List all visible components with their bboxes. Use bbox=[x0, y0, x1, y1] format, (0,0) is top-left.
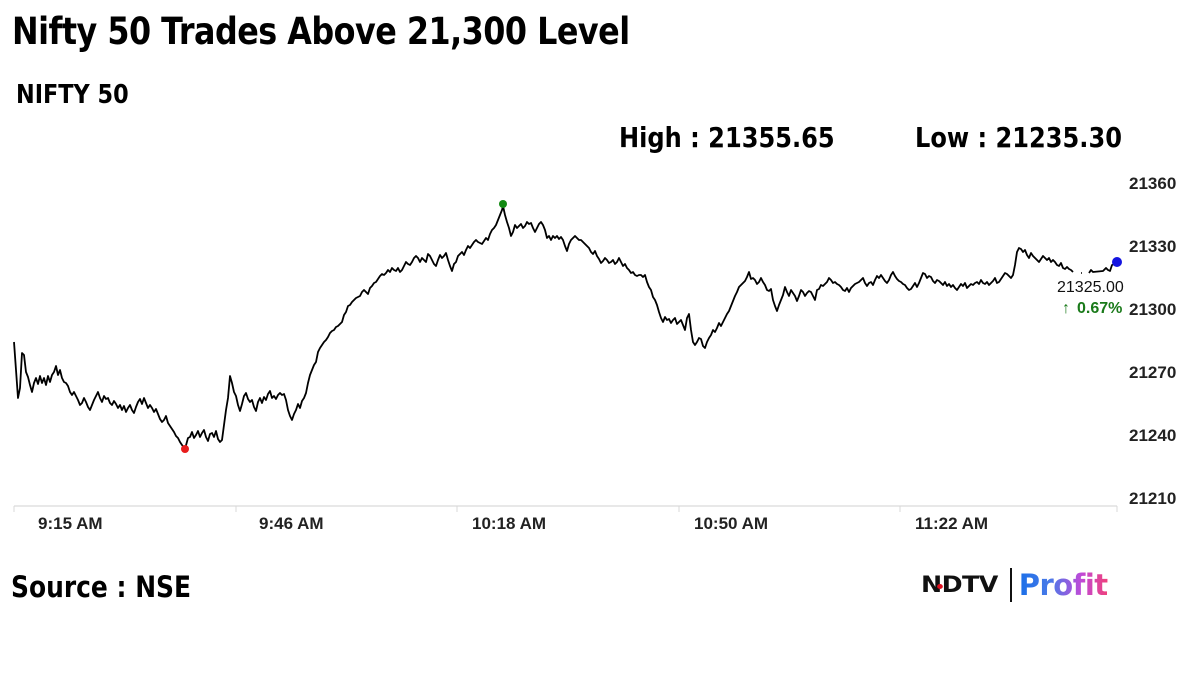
x-tick-label: 9:15 AM bbox=[38, 514, 103, 533]
high-marker bbox=[499, 200, 507, 208]
chart-subtitle: NIFTY 50 bbox=[16, 80, 129, 110]
last-change-label: ↑ 0.67% bbox=[1062, 300, 1122, 317]
arrow-up-icon: ↑ bbox=[1062, 300, 1070, 317]
x-tick-label: 10:50 AM bbox=[694, 514, 768, 533]
source-label: Source : NSE bbox=[11, 570, 192, 604]
x-tick-label: 11:22 AM bbox=[915, 514, 988, 533]
ndtv-profit-logo: NDTV Profit bbox=[921, 567, 1108, 603]
change-percent: 0.67% bbox=[1077, 300, 1122, 317]
y-tick-label: 21240 bbox=[1129, 426, 1176, 445]
last-price-label: 21325.00 bbox=[1057, 279, 1124, 296]
price-line bbox=[13, 205, 1074, 450]
logo-divider bbox=[1009, 568, 1012, 602]
logo-red-dot-icon bbox=[937, 583, 943, 589]
x-tick-label: 10:18 AM bbox=[472, 514, 546, 533]
logo-brand: NDTV bbox=[921, 573, 998, 598]
logo-brand-text: NDTV bbox=[921, 572, 998, 598]
y-tick-label: 21330 bbox=[1129, 237, 1176, 256]
y-tick-label: 21270 bbox=[1129, 363, 1176, 382]
logo-product: Profit bbox=[1018, 568, 1108, 602]
last-price-marker bbox=[1112, 257, 1122, 267]
y-axis: 21360 21330 21300 21270 21240 21210 bbox=[1129, 174, 1176, 508]
day-low-stat: Low : 21235.30 bbox=[915, 121, 1122, 154]
x-axis: 9:15 AM 9:46 AM 10:18 AM 10:50 AM 11:22 … bbox=[13, 505, 1118, 533]
day-high-stat: High : 21355.65 bbox=[619, 121, 835, 154]
y-tick-label: 21300 bbox=[1129, 300, 1176, 319]
y-tick-label: 21360 bbox=[1129, 174, 1176, 193]
low-marker bbox=[181, 445, 189, 453]
x-tick-label: 9:46 AM bbox=[259, 514, 324, 533]
headline: Nifty 50 Trades Above 21,300 Level bbox=[12, 10, 630, 53]
y-tick-label: 21210 bbox=[1129, 489, 1176, 508]
